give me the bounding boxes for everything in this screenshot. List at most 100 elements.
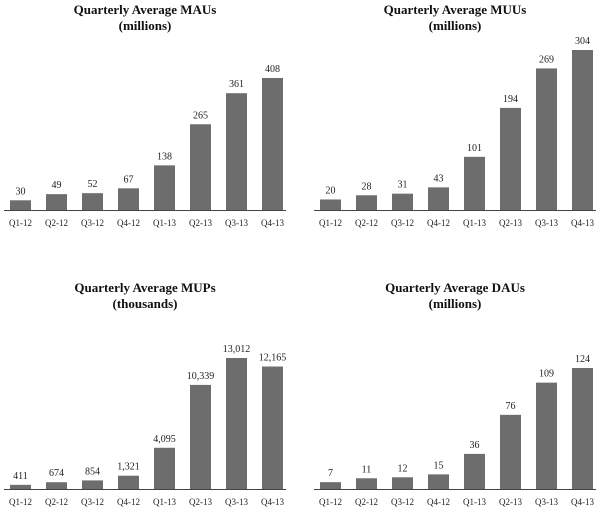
- bar-Q4-12: [118, 188, 139, 210]
- data-label: 408: [265, 64, 280, 75]
- data-label: 304: [575, 36, 590, 47]
- data-label: 674: [49, 468, 64, 479]
- x-tick-label: Q2-12: [355, 218, 378, 228]
- bar-Q4-12: [118, 475, 139, 489]
- bar-Q4-13: [572, 50, 593, 210]
- chart-title-main: Quarterly Average MAUs: [73, 2, 217, 17]
- data-label: 11: [362, 464, 372, 475]
- x-tick-label: Q3-13: [535, 218, 558, 228]
- x-tick-label: Q2-12: [45, 218, 68, 228]
- chart-title: Quarterly Average MAUs (millions): [0, 2, 290, 34]
- x-tick-label: Q1-12: [9, 497, 32, 507]
- bar-Q3-12: [82, 480, 103, 489]
- x-tick-label: Q2-12: [355, 497, 378, 507]
- bar-Q4-12: [428, 474, 449, 489]
- x-tick-label: Q1-12: [319, 218, 342, 228]
- chart-title-main: Quarterly Average MUUs: [383, 2, 527, 17]
- chart-title: Quarterly Average DAUs (millions): [310, 280, 600, 312]
- bar-Q2-12: [46, 482, 67, 489]
- data-label: 10,339: [187, 371, 215, 382]
- data-label: 1,321: [117, 462, 140, 473]
- bar-Q3-12: [392, 193, 413, 210]
- bar-Q1-12: [320, 199, 341, 210]
- bar-Q3-12: [392, 477, 413, 489]
- x-tick-label: Q1-13: [153, 497, 176, 507]
- bar-Q1-12: [10, 200, 31, 210]
- x-tick-label: Q2-13: [189, 218, 212, 228]
- data-label: 49: [52, 180, 62, 191]
- data-label: 43: [434, 173, 444, 184]
- bar-Q4-13: [262, 366, 283, 489]
- chart-mups: Quarterly Average MUPs (thousands) 411 Q1…: [0, 254, 290, 508]
- x-tick-label: Q4-13: [261, 218, 284, 228]
- bar-Q1-13: [154, 165, 175, 210]
- bar-Q4-13: [572, 368, 593, 489]
- chart-muus: Quarterly Average MUUs (millions) 20 Q1-1…: [310, 0, 600, 254]
- data-label: 361: [229, 79, 244, 90]
- bar-Q2-12: [46, 194, 67, 210]
- bar-Q2-13: [190, 124, 211, 210]
- data-label: 13,012: [223, 344, 251, 355]
- bar-Q2-12: [356, 478, 377, 489]
- bar-Q3-13: [226, 358, 247, 489]
- x-tick-label: Q3-12: [81, 218, 104, 228]
- bar-Q1-12: [10, 484, 31, 489]
- data-label: 4,095: [153, 434, 176, 445]
- chart-subtitle: (millions): [118, 18, 172, 33]
- bar-Q3-13: [226, 93, 247, 210]
- data-label: 36: [470, 440, 480, 451]
- data-label: 109: [539, 369, 554, 380]
- x-tick-label: Q2-12: [45, 497, 68, 507]
- chart-title-main: Quarterly Average DAUs: [385, 280, 525, 295]
- x-tick-label: Q1-13: [463, 497, 486, 507]
- x-tick-label: Q3-12: [81, 497, 104, 507]
- x-tick-label: Q4-13: [261, 497, 284, 507]
- bar-chart-maus: 30 Q1-12 49 Q2-12 52 Q3-12 67 Q4-12 138 Q1-13 265 Q…: [4, 64, 286, 228]
- bar-chart-daus: 7 Q1-12 11 Q2-12 12 Q3-12 15 Q4-12 36 Q1-13 76 Q2-1…: [314, 354, 596, 507]
- bar-Q1-13: [464, 453, 485, 489]
- x-tick-label: Q4-12: [117, 497, 140, 507]
- data-label: 124: [575, 354, 590, 365]
- bar-Q4-12: [428, 187, 449, 210]
- data-label: 52: [88, 179, 98, 190]
- data-label: 30: [16, 186, 26, 197]
- data-label: 269: [539, 54, 554, 65]
- x-tick-label: Q1-12: [9, 218, 32, 228]
- x-tick-label: Q3-13: [225, 218, 248, 228]
- data-label: 15: [434, 460, 444, 471]
- data-label: 138: [157, 151, 172, 162]
- x-tick-label: Q2-13: [189, 497, 212, 507]
- x-tick-label: Q3-12: [391, 497, 414, 507]
- x-tick-label: Q4-12: [427, 497, 450, 507]
- chart-maus: Quarterly Average MAUs (millions) 30 Q1-1…: [0, 0, 290, 254]
- x-tick-label: Q2-13: [499, 497, 522, 507]
- bar-Q2-13: [500, 414, 521, 489]
- x-tick-label: Q3-13: [225, 497, 248, 507]
- data-label: 854: [85, 466, 100, 477]
- data-label: 67: [124, 174, 134, 185]
- x-tick-label: Q4-13: [571, 218, 594, 228]
- x-tick-label: Q1-12: [319, 497, 342, 507]
- bar-chart-mups: 411 Q1-12 674 Q2-12 854 Q3-12 1,321 Q4-12 4,095 Q…: [4, 344, 286, 507]
- chart-subtitle: (millions): [428, 18, 482, 33]
- chart-title: Quarterly Average MUUs (millions): [310, 2, 600, 34]
- x-tick-label: Q2-13: [499, 218, 522, 228]
- bar-Q1-12: [320, 482, 341, 489]
- data-label: 28: [362, 181, 372, 192]
- x-tick-label: Q3-12: [391, 218, 414, 228]
- bar-Q1-13: [464, 156, 485, 210]
- x-tick-label: Q4-13: [571, 497, 594, 507]
- chart-daus: Quarterly Average DAUs (millions) 7 Q1-12…: [310, 254, 600, 508]
- chart-subtitle: (thousands): [112, 296, 178, 311]
- bar-Q3-13: [536, 382, 557, 489]
- data-label: 76: [506, 401, 516, 412]
- bar-Q2-13: [190, 384, 211, 489]
- data-label: 20: [326, 185, 336, 196]
- x-tick-label: Q4-12: [117, 218, 140, 228]
- bar-Q2-13: [500, 107, 521, 210]
- data-label: 31: [398, 180, 408, 191]
- bar-chart-muus: 20 Q1-12 28 Q2-12 31 Q3-12 43 Q4-12 101 Q1-13 194 Q…: [314, 36, 596, 228]
- chart-title-main: Quarterly Average MUPs: [74, 280, 216, 295]
- data-label: 194: [503, 94, 518, 105]
- chart-title: Quarterly Average MUPs (thousands): [0, 280, 290, 312]
